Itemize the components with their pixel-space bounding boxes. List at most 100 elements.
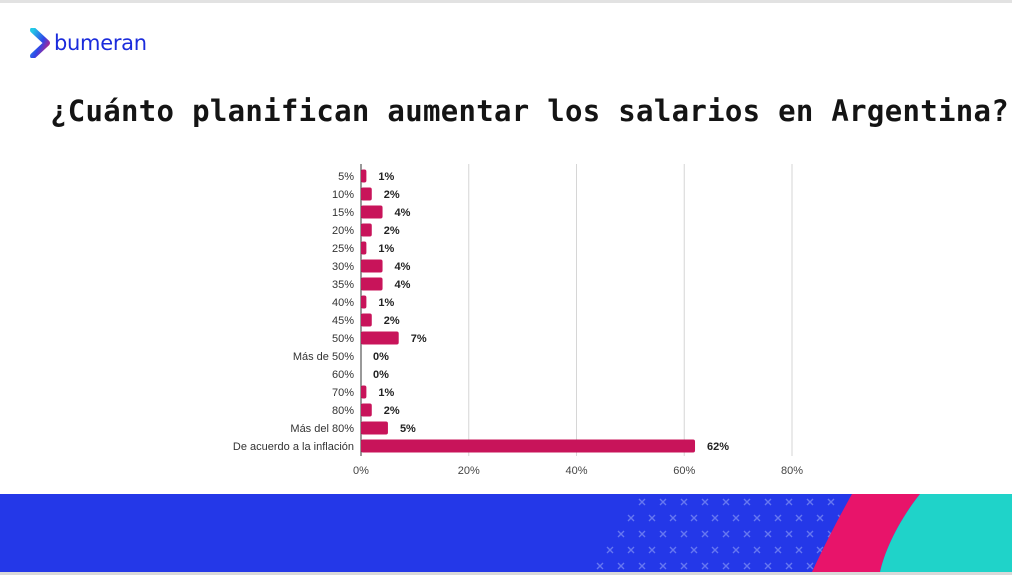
data-label: 5% <box>400 423 416 435</box>
cross-mark <box>680 562 688 570</box>
cross-mark <box>690 514 698 522</box>
cross-mark <box>806 498 814 506</box>
cross-mark <box>816 514 824 522</box>
data-label: 0% <box>373 351 389 363</box>
cross-mark <box>827 498 835 506</box>
bar <box>361 295 367 309</box>
cross-mark <box>753 546 761 554</box>
cross-mark <box>753 514 761 522</box>
category-label: 50% <box>332 333 354 345</box>
category-label: 80% <box>332 405 354 417</box>
cross-mark <box>711 546 719 554</box>
cross-mark <box>785 530 793 538</box>
data-label: 2% <box>384 315 400 327</box>
cross-mark <box>722 530 730 538</box>
cross-mark <box>764 562 772 570</box>
bar <box>361 385 367 399</box>
data-label: 1% <box>378 171 394 183</box>
cross-mark <box>680 530 688 538</box>
data-label: 1% <box>378 387 394 399</box>
cross-mark <box>743 562 751 570</box>
data-label: 1% <box>378 243 394 255</box>
bar <box>361 169 367 183</box>
cross-mark <box>627 546 635 554</box>
cross-mark <box>806 530 814 538</box>
cross-mark <box>785 562 793 570</box>
cross-mark <box>806 562 814 570</box>
x-tick-label: 80% <box>781 465 803 477</box>
bar <box>361 205 383 219</box>
category-label: 25% <box>332 243 354 255</box>
cross-mark <box>701 562 709 570</box>
cross-mark <box>701 498 709 506</box>
bar <box>361 403 372 417</box>
x-tick-label: 60% <box>673 465 695 477</box>
category-label: 45% <box>332 315 354 327</box>
data-label: 1% <box>378 297 394 309</box>
cross-mark <box>701 530 709 538</box>
data-label: 2% <box>384 405 400 417</box>
category-label: 30% <box>332 261 354 273</box>
data-label: 7% <box>411 333 427 345</box>
cross-mark <box>711 514 719 522</box>
cross-mark <box>722 498 730 506</box>
cross-mark <box>680 498 688 506</box>
cross-mark <box>722 562 730 570</box>
chevron-logo-icon <box>30 28 50 58</box>
category-label: Más del 80% <box>290 423 354 435</box>
cross-mark <box>617 530 625 538</box>
data-label: 62% <box>707 441 729 453</box>
cross-mark <box>627 514 635 522</box>
data-label: 4% <box>395 207 411 219</box>
bar-chart: 0% 20% 40% 60% 80% 5% 1% 10% 2% 15% 4% 20% 2% 25% 1% 30… <box>233 164 803 477</box>
cross-mark <box>732 546 740 554</box>
cross-mark <box>617 562 625 570</box>
cross-mark <box>596 562 604 570</box>
cross-mark <box>795 546 803 554</box>
brand-logo: bumeran <box>30 28 147 58</box>
cross-mark <box>659 530 667 538</box>
bar <box>361 187 372 201</box>
bar <box>361 313 372 327</box>
bar <box>361 241 367 255</box>
category-label: Más de 50% <box>293 351 354 363</box>
footer-decoration <box>596 494 1012 572</box>
bar <box>361 331 399 345</box>
cross-mark <box>638 498 646 506</box>
cross-mark <box>638 530 646 538</box>
cross-mark <box>764 530 772 538</box>
cross-mark <box>743 530 751 538</box>
cross-mark <box>785 498 793 506</box>
category-label: 15% <box>332 207 354 219</box>
data-label: 4% <box>395 279 411 291</box>
bar <box>361 259 383 273</box>
data-label: 2% <box>384 189 400 201</box>
category-label: 40% <box>332 297 354 309</box>
x-tick-label: 0% <box>353 465 369 477</box>
category-label: De acuerdo a la inflación <box>233 441 354 453</box>
bottom-border <box>0 572 1012 575</box>
data-label: 0% <box>373 369 389 381</box>
page-title: ¿Cuánto planifican aumentar los salarios… <box>50 94 1010 128</box>
cross-mark <box>774 546 782 554</box>
x-tick-label: 40% <box>565 465 587 477</box>
data-label: 2% <box>384 225 400 237</box>
cross-mark <box>669 546 677 554</box>
data-label: 4% <box>395 261 411 273</box>
cross-mark <box>732 514 740 522</box>
cross-mark <box>659 498 667 506</box>
category-label: 35% <box>332 279 354 291</box>
category-label: 70% <box>332 387 354 399</box>
cross-mark <box>648 546 656 554</box>
bar <box>361 223 372 237</box>
cross-mark <box>648 514 656 522</box>
cross-mark <box>795 514 803 522</box>
brand-name: bumeran <box>54 31 147 55</box>
cross-mark <box>764 498 772 506</box>
category-label: 20% <box>332 225 354 237</box>
cross-mark <box>743 498 751 506</box>
cross-mark <box>606 546 614 554</box>
cross-mark <box>638 562 646 570</box>
cross-mark <box>659 562 667 570</box>
bar <box>361 277 383 291</box>
